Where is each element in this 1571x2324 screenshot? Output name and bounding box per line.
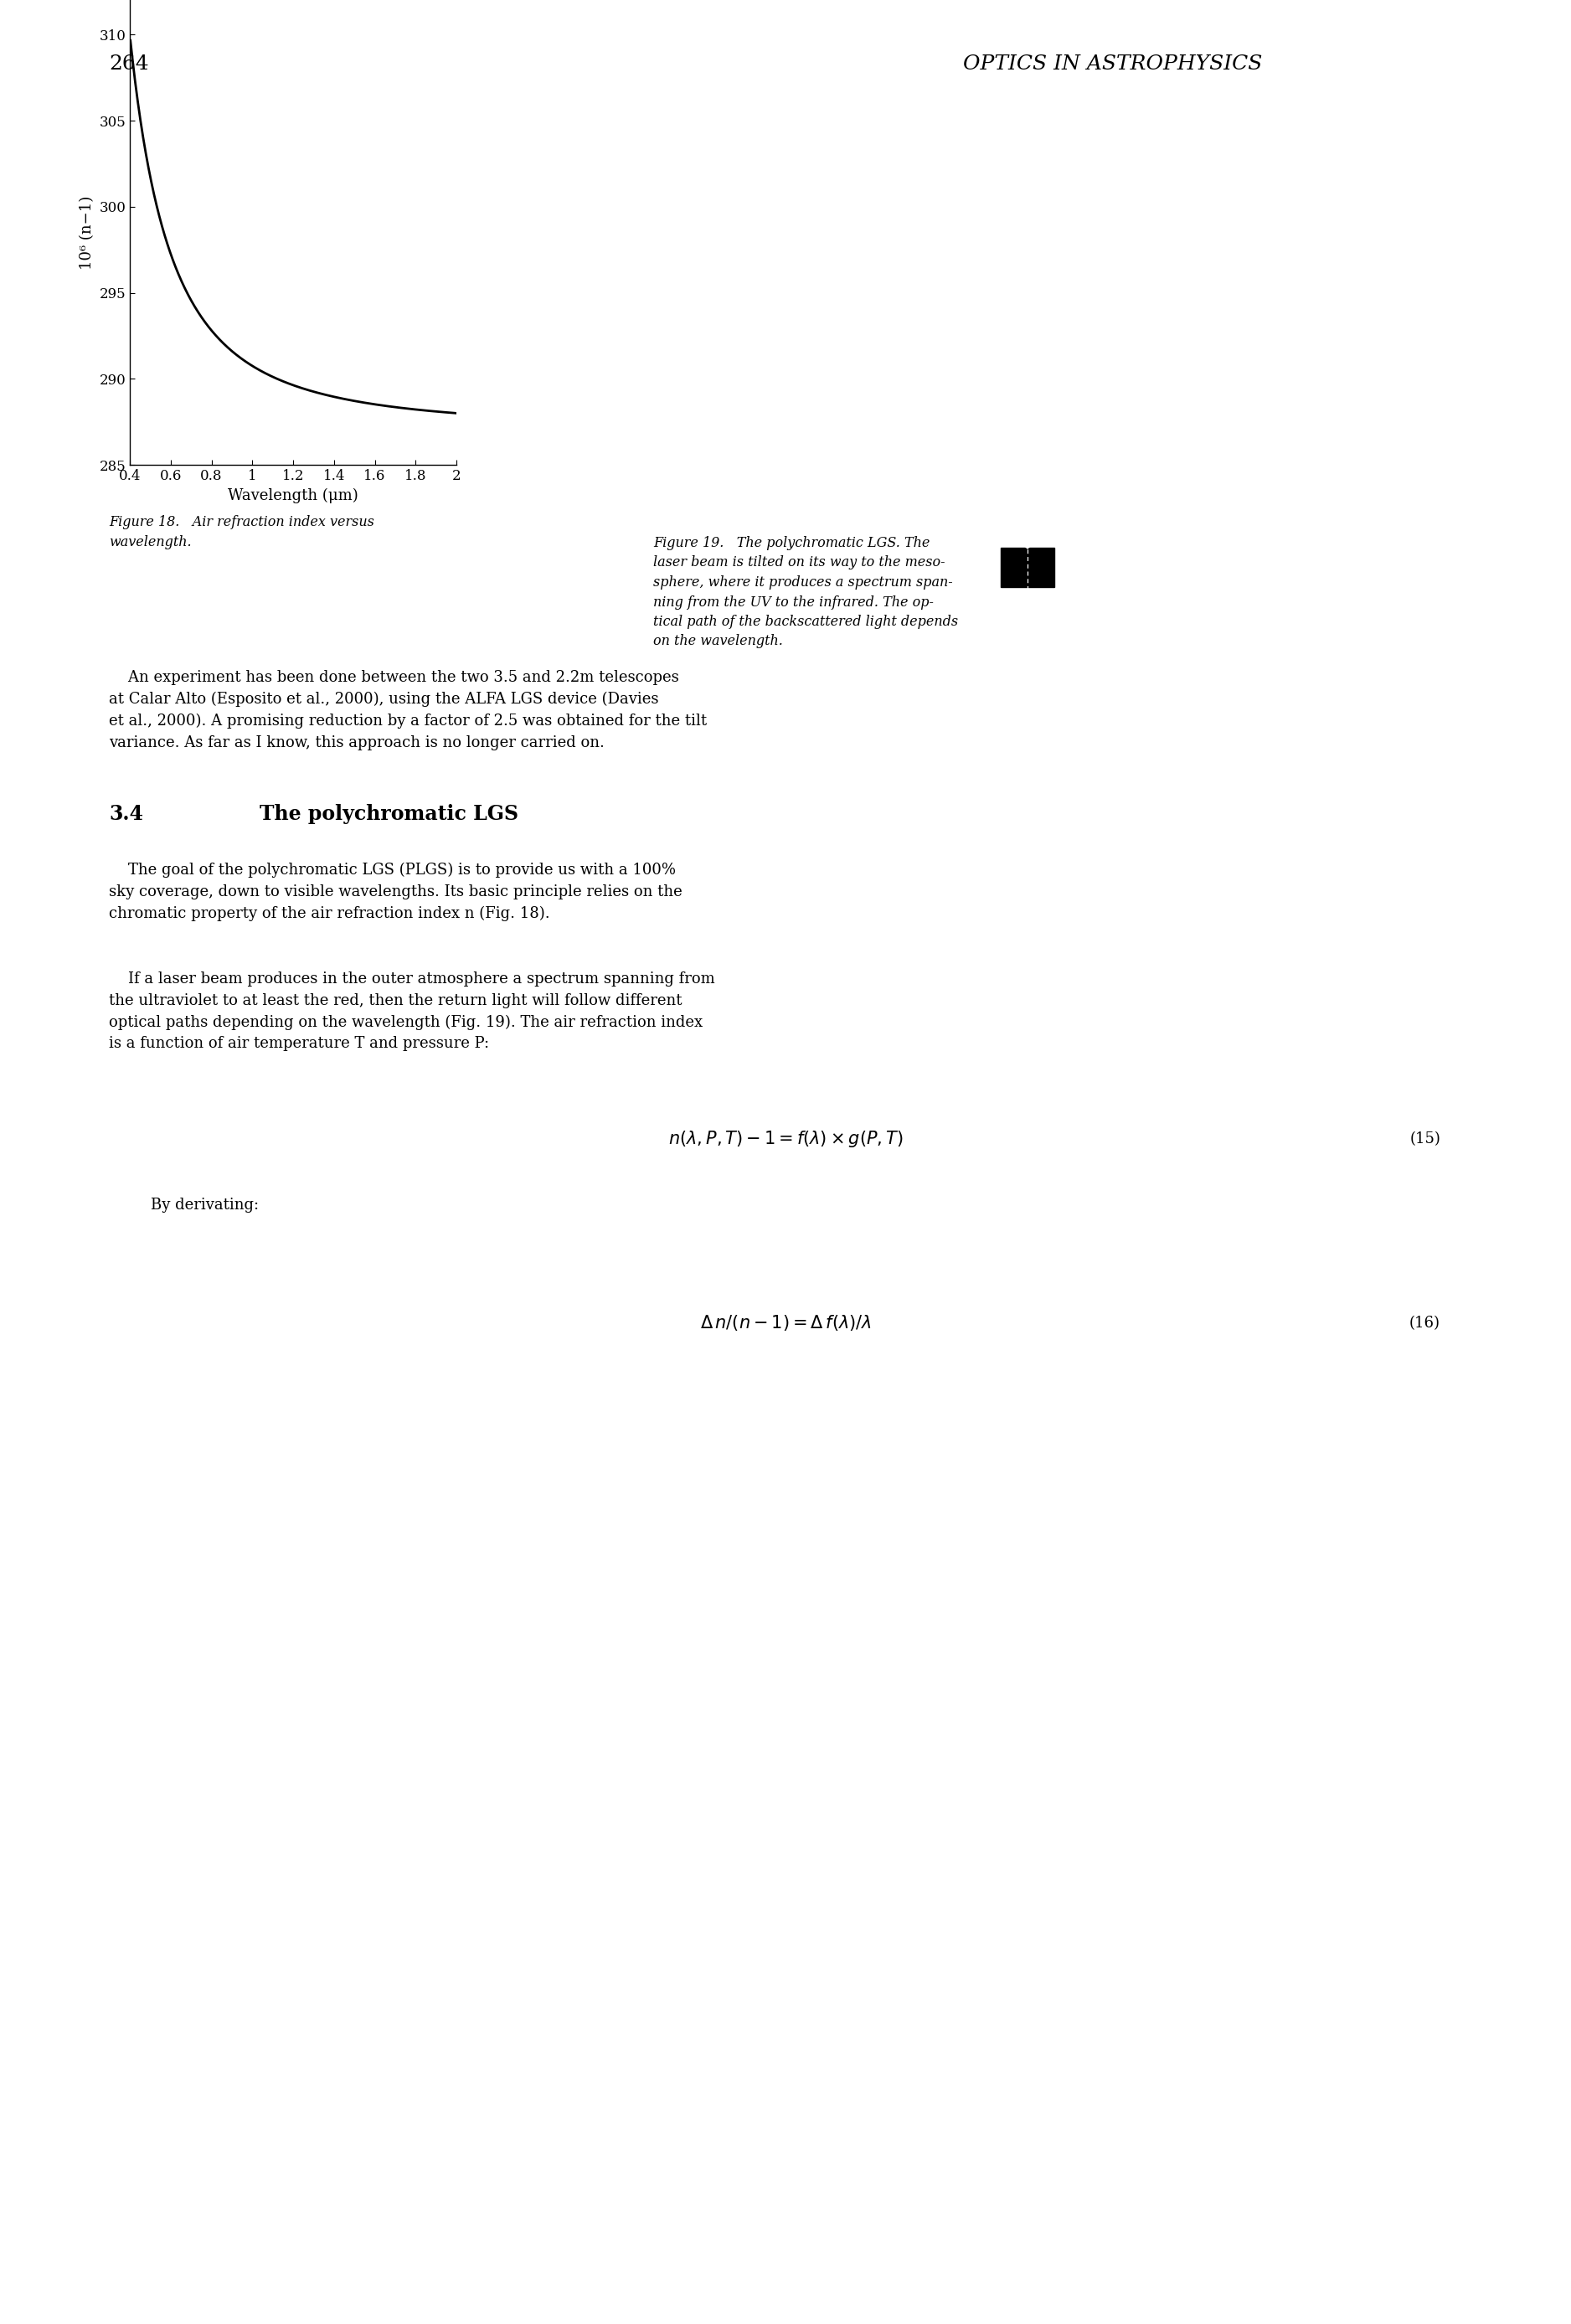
Text: (16): (16) — [1409, 1315, 1441, 1332]
Text: (15): (15) — [1409, 1132, 1441, 1146]
Polygon shape — [1172, 144, 1203, 172]
Bar — [965, 604, 1090, 648]
Text: If a laser beam produces in the outer atmosphere a spectrum spanning from
the ul: If a laser beam produces in the outer at… — [108, 971, 715, 1050]
Text: 3.4: 3.4 — [108, 804, 143, 825]
Text: By derivating:: By derivating: — [151, 1197, 259, 1213]
Polygon shape — [943, 541, 1112, 595]
Polygon shape — [1056, 172, 1087, 200]
Text: $\Delta\, n/(n-1) = \Delta\, f(\lambda)/\lambda$: $\Delta\, n/(n-1) = \Delta\, f(\lambda)/… — [699, 1313, 872, 1334]
Polygon shape — [943, 541, 1112, 595]
Polygon shape — [1332, 153, 1362, 184]
Text: Figure 18.   Air refraction index versus
wavelength.: Figure 18. Air refraction index versus w… — [108, 516, 374, 548]
Text: 264: 264 — [108, 53, 149, 74]
Polygon shape — [1020, 535, 1035, 548]
Polygon shape — [851, 251, 883, 279]
Y-axis label: 10⁶ (n−1): 10⁶ (n−1) — [79, 195, 94, 270]
Bar — [1001, 546, 1054, 588]
Text: Figure 19.   The polychromatic LGS. The
laser beam is tilted on its way to the m: Figure 19. The polychromatic LGS. The la… — [654, 537, 958, 648]
Text: The goal of the polychromatic LGS (PLGS) is to provide us with a 100%
sky covera: The goal of the polychromatic LGS (PLGS)… — [108, 862, 682, 920]
Bar — [947, 595, 1108, 616]
Text: OPTICS IN ASTROPHYSICS: OPTICS IN ASTROPHYSICS — [963, 53, 1263, 74]
Polygon shape — [1027, 400, 1312, 541]
Bar — [1010, 553, 1045, 581]
Text: The polychromatic LGS: The polychromatic LGS — [259, 804, 518, 825]
Text: An experiment has been done between the two 3.5 and 2.2m telescopes
at Calar Alt: An experiment has been done between the … — [108, 669, 707, 751]
X-axis label: Wavelength (μm): Wavelength (μm) — [228, 488, 358, 502]
Text: $n(\lambda, P, T) - 1 = f(\lambda) \times g(P, T)$: $n(\lambda, P, T) - 1 = f(\lambda) \time… — [668, 1129, 903, 1148]
